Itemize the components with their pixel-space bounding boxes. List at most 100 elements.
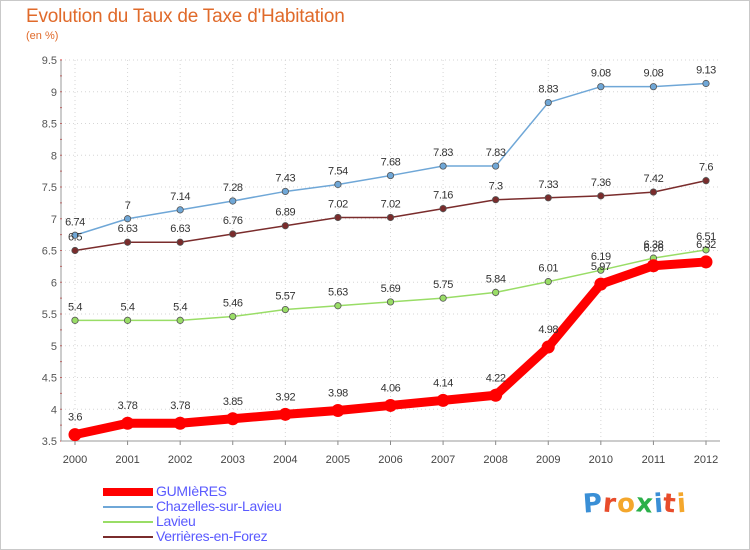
x-tick-label: 2001 <box>115 454 139 466</box>
data-point <box>281 305 289 314</box>
y-tick-label: 7 <box>51 214 57 226</box>
y-tick-label: 4 <box>51 404 57 416</box>
data-label: 5.97 <box>591 261 611 273</box>
logo-letter: x <box>634 488 655 520</box>
proxiti-logo: Proxiti <box>581 488 688 520</box>
x-tick-label: 2002 <box>168 454 192 466</box>
data-label: 7.6 <box>699 162 713 174</box>
y-tick-label: 8 <box>51 150 57 162</box>
data-point <box>68 428 82 442</box>
data-label: 7.3 <box>489 181 503 193</box>
data-point <box>176 206 184 214</box>
data-label: 7.83 <box>433 147 453 159</box>
data-label: 9.08 <box>591 68 611 80</box>
data-point <box>123 316 132 324</box>
data-point <box>229 230 237 238</box>
data-label: 7 <box>125 200 131 212</box>
data-point <box>281 222 289 230</box>
chart-legend: GUMIèRES Chazelles-sur-Lavieu Lavieu Verriè… <box>103 484 282 544</box>
x-tick-label: 2011 <box>642 454 666 466</box>
data-label: 7.54 <box>328 165 348 177</box>
data-label: 6.51 <box>696 231 716 243</box>
data-label: 5.63 <box>328 287 348 299</box>
data-point <box>492 196 500 204</box>
data-point <box>699 255 713 269</box>
data-label: 7.02 <box>381 198 401 210</box>
y-tick-label: 9.5 <box>42 55 57 67</box>
data-label: 6.63 <box>118 223 138 235</box>
data-label: 9.08 <box>644 68 664 80</box>
logo-letter: i <box>675 488 688 520</box>
data-point <box>176 238 184 246</box>
data-point <box>646 259 660 273</box>
data-point <box>544 194 552 202</box>
data-point <box>489 388 503 402</box>
data-label: 7.83 <box>486 147 506 159</box>
data-point <box>597 83 605 91</box>
legend-swatch <box>103 487 153 496</box>
data-point <box>229 197 237 205</box>
legend-label: Verrières-en-Forez <box>156 528 268 544</box>
x-tick-label: 2003 <box>221 454 245 466</box>
data-point <box>386 171 395 180</box>
data-label: 6.74 <box>65 216 85 228</box>
data-label: 3.78 <box>118 400 138 412</box>
data-label: 7.28 <box>223 182 243 194</box>
data-point <box>176 316 184 324</box>
data-point <box>229 312 237 321</box>
legend-item: Verrières-en-Forez <box>103 529 282 544</box>
data-point <box>702 246 710 254</box>
y-tick-label: 6 <box>51 277 57 289</box>
data-label: 3.98 <box>328 388 348 400</box>
data-label: 3.85 <box>223 396 243 408</box>
x-tick-label: 2007 <box>431 454 455 466</box>
data-point <box>384 398 397 412</box>
data-point <box>439 204 447 213</box>
data-point <box>544 278 552 286</box>
data-label: 7.68 <box>381 157 401 169</box>
data-label: 5.84 <box>486 273 506 285</box>
y-tick-label: 4.5 <box>42 373 57 385</box>
data-label: 7.33 <box>538 179 558 191</box>
data-label: 7.36 <box>591 177 611 189</box>
data-point <box>121 416 135 430</box>
chart-title: Evolution du Taux de Taxe d'Habitation <box>26 6 345 27</box>
data-point <box>173 416 187 430</box>
x-tick-label: 2005 <box>326 454 350 466</box>
legend-item: Lavieu <box>103 514 282 529</box>
chart-subtitle: (en %) <box>26 30 59 42</box>
x-tick-label: 2008 <box>483 454 507 466</box>
data-label: 4.14 <box>433 377 453 389</box>
data-point <box>702 79 710 88</box>
legend-item: GUMIèRES <box>103 484 282 499</box>
data-point <box>541 340 555 354</box>
x-tick-label: 2010 <box>589 454 613 466</box>
x-tick-label: 2000 <box>63 454 87 466</box>
data-label: 6.38 <box>644 239 664 251</box>
legend-label: GUMIèRES <box>156 483 227 499</box>
y-tick-label: 8.5 <box>42 119 57 131</box>
data-point <box>123 215 132 223</box>
data-point <box>386 213 395 222</box>
data-label: 3.6 <box>68 412 82 424</box>
data-label: 6.01 <box>538 263 558 275</box>
data-label: 7.16 <box>433 190 453 202</box>
data-point <box>334 213 342 222</box>
data-point <box>334 180 342 189</box>
data-label: 4.22 <box>486 372 506 384</box>
data-label: 4.98 <box>538 324 558 336</box>
data-label: 5.75 <box>433 279 453 291</box>
data-label: 5.4 <box>173 301 187 313</box>
y-tick-label: 6.5 <box>42 246 57 258</box>
legend-label: Chazelles-sur-Lavieu <box>156 498 282 514</box>
data-label: 5.4 <box>121 301 135 313</box>
data-label: 9.13 <box>696 64 716 76</box>
data-label: 6.5 <box>68 232 82 244</box>
data-point <box>331 404 345 418</box>
logo-letter: P <box>581 488 605 520</box>
data-label: 6.26 <box>644 243 664 255</box>
legend-swatch <box>103 505 153 508</box>
data-label: 5.69 <box>381 283 401 295</box>
legend-swatch <box>103 520 153 523</box>
